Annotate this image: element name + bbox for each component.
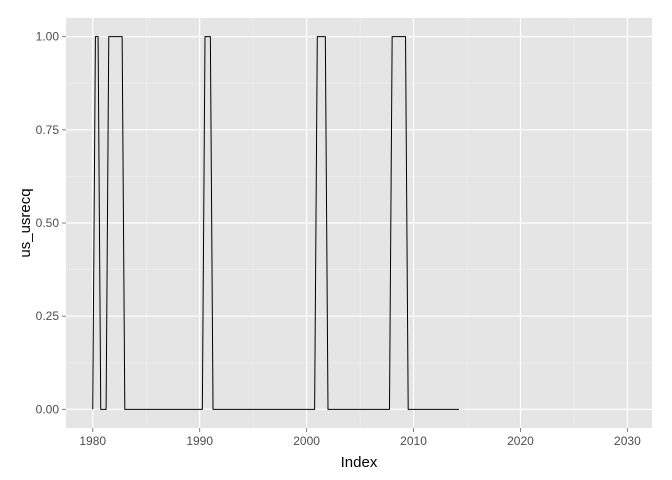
x-tick-label: 1980 <box>79 434 106 448</box>
x-tick-label: 2010 <box>400 434 427 448</box>
x-tick-label: 2030 <box>614 434 641 448</box>
x-tick-label: 1990 <box>186 434 213 448</box>
x-tick-label: 2020 <box>507 434 534 448</box>
x-axis-title: Index <box>341 454 378 471</box>
y-axis-title: us_usrecq <box>17 188 34 257</box>
y-tick-label: 0.25 <box>36 309 60 323</box>
x-tick-label: 2000 <box>293 434 320 448</box>
series-line-0 <box>92 36 459 410</box>
y-tick-label: 0.75 <box>36 123 60 137</box>
y-tick-label: 0.50 <box>36 216 60 230</box>
y-tick-label: 1.00 <box>36 30 60 44</box>
y-tick-label: 0.00 <box>36 402 60 416</box>
